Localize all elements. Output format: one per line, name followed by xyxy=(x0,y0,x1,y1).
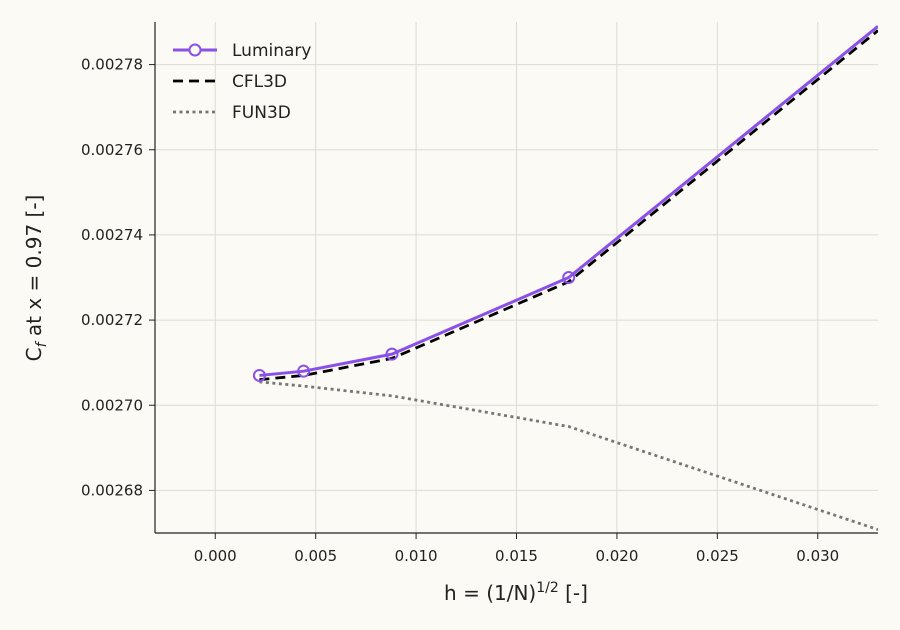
x-tick-label: 0.015 xyxy=(495,547,538,565)
y-axis-label-suffix: at x = 0.97 [-] xyxy=(22,195,46,343)
grid xyxy=(155,22,878,533)
legend-item-luminary: Luminary xyxy=(173,41,311,61)
legend-label: CFL3D xyxy=(232,72,287,92)
series-layer xyxy=(252,25,878,531)
y-tick-label: 0.00278 xyxy=(81,56,143,74)
x-axis-label: h = (1/N)1/2 [-] xyxy=(444,580,588,605)
x-tick-label: 0.000 xyxy=(194,547,237,565)
series-line-luminary xyxy=(259,25,878,377)
y-tick-label: 0.00272 xyxy=(81,311,143,329)
y-axis-label: Cf at x = 0.97 [-] xyxy=(22,195,50,362)
legend-marker xyxy=(188,43,202,57)
data-point-luminary xyxy=(252,368,266,382)
y-tick-label: 0.00274 xyxy=(81,226,143,244)
x-tick-label: 0.025 xyxy=(696,547,739,565)
series-line-cfl3d xyxy=(259,29,878,382)
data-point-luminary xyxy=(297,364,311,378)
y-tick-label: 0.00276 xyxy=(81,141,143,159)
y-tick-label: 0.00270 xyxy=(81,396,143,414)
data-point-luminary xyxy=(562,271,576,284)
x-axis-label-base: h = (1/N) xyxy=(444,581,536,605)
x-axis-label-suffix: [-] xyxy=(559,581,588,605)
legend-item-fun3d: FUN3D xyxy=(173,103,291,123)
legend-label: Luminary xyxy=(232,41,311,61)
y-tick-label: 0.00268 xyxy=(81,481,143,499)
y-axis-label-prefix: C xyxy=(22,347,46,361)
ticks: 0.000 0.005 0.010 0.015 0.020 0.025 0.030 0.002… xyxy=(81,56,839,565)
y-axis-label-sub: f xyxy=(34,340,50,347)
x-tick-label: 0.030 xyxy=(796,547,839,565)
x-axis-label-sup: 1/2 xyxy=(536,580,559,596)
legend: Luminary CFL3D FUN3D xyxy=(173,41,311,123)
x-tick-label: 0.020 xyxy=(595,547,638,565)
data-point-luminary xyxy=(385,347,399,361)
legend-label: FUN3D xyxy=(232,103,291,123)
legend-item-cfl3d: CFL3D xyxy=(173,72,287,92)
x-tick-label: 0.005 xyxy=(294,547,337,565)
x-tick-label: 0.010 xyxy=(395,547,438,565)
